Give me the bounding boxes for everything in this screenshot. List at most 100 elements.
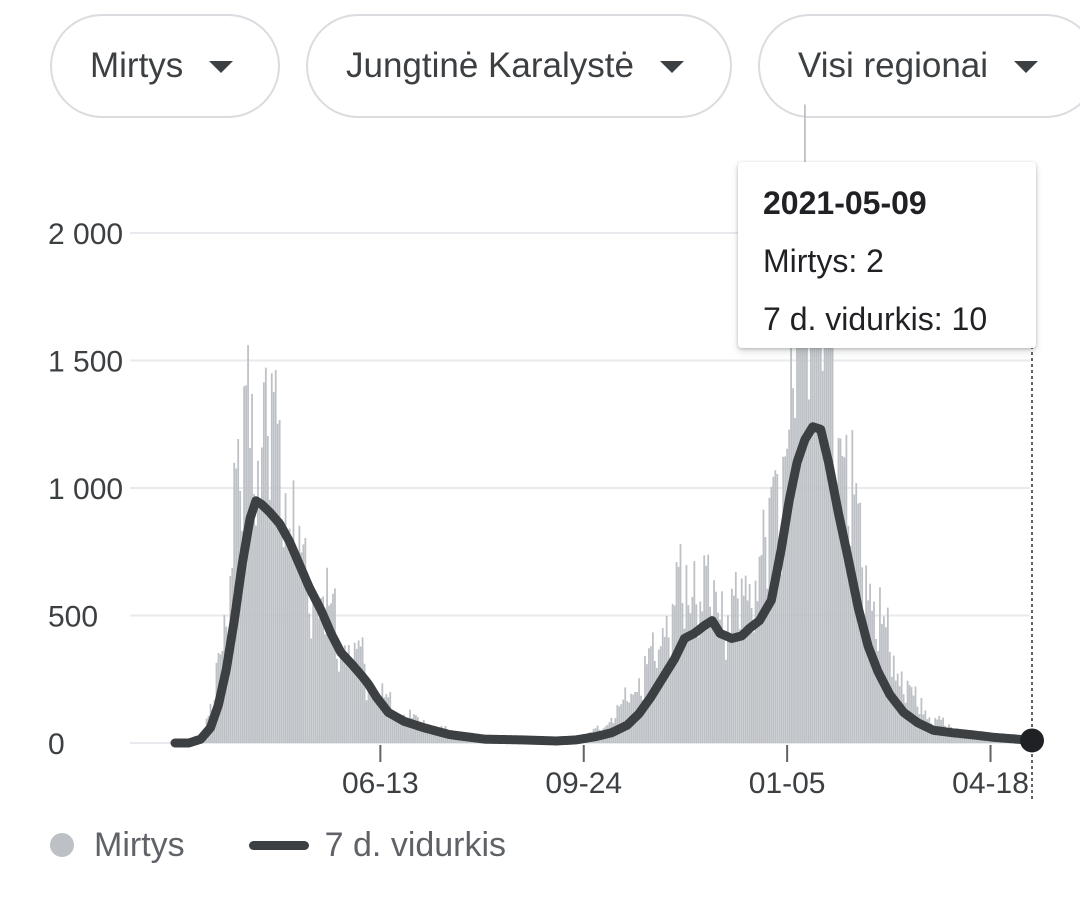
bar [786, 448, 789, 743]
bar [813, 263, 816, 743]
bar [407, 726, 409, 743]
bar [819, 277, 822, 743]
x-tick-label: 09-24 [545, 767, 622, 800]
bar [863, 619, 866, 743]
bar [904, 702, 907, 743]
bar [306, 576, 309, 743]
y-tick-label: 1 500 [48, 346, 123, 379]
tooltip-average: 7 d. vidurkis: 10 [763, 301, 988, 337]
bar [642, 699, 644, 743]
bar [239, 490, 242, 743]
bar [262, 382, 265, 743]
y-tick-label: 1 000 [48, 473, 123, 506]
bar [780, 574, 783, 743]
bar [727, 615, 729, 743]
bar [278, 419, 281, 743]
bar [383, 697, 386, 743]
bar [807, 399, 810, 743]
x-tick-label: 01-05 [749, 767, 826, 800]
bar [804, 104, 806, 743]
seven-day-average-line [170, 422, 1037, 748]
bar [764, 537, 767, 743]
bar [845, 434, 848, 743]
bar [339, 644, 342, 743]
bar [817, 232, 820, 743]
bar [292, 480, 295, 743]
bar [616, 704, 619, 743]
bar [338, 671, 340, 743]
bar [381, 683, 384, 743]
bar [683, 628, 686, 743]
bar [294, 554, 297, 743]
bar [825, 258, 828, 743]
bar [713, 580, 715, 743]
bar [653, 661, 656, 743]
bar [395, 715, 398, 743]
bar [809, 238, 812, 743]
bar [697, 637, 700, 743]
hover-marker-dot [1020, 728, 1044, 753]
bar [622, 699, 625, 743]
bar [865, 565, 868, 743]
bar [657, 649, 660, 743]
bar [843, 457, 846, 743]
bar [750, 607, 753, 743]
bar [748, 584, 751, 743]
bar [752, 632, 755, 743]
bar [365, 700, 368, 743]
bar [742, 595, 745, 743]
bar [284, 493, 287, 743]
bar [758, 556, 761, 743]
bar [312, 588, 315, 743]
region-dropdown[interactable]: Visi regionai [758, 14, 1080, 118]
bar [434, 732, 437, 743]
bar [782, 456, 785, 743]
bar [691, 597, 694, 743]
bar [272, 392, 275, 743]
bar [695, 604, 698, 743]
bar [430, 725, 433, 743]
bar [640, 695, 642, 743]
x-axis-labels: 06-13 09-24 01-05 04-18 [342, 745, 1029, 800]
bar [671, 603, 674, 743]
bar [788, 429, 791, 743]
chart-legend: Mirtys 7 d. vidurkis [50, 820, 506, 870]
bar [261, 447, 263, 743]
bar [257, 460, 259, 743]
bar [363, 663, 366, 743]
bar [663, 636, 666, 743]
bar [815, 322, 818, 743]
bar [353, 642, 356, 743]
bar [391, 711, 394, 743]
bar [397, 719, 400, 743]
bar [367, 683, 370, 743]
metric-dropdown[interactable]: Mirtys [50, 14, 280, 118]
bar [359, 646, 362, 743]
bar [821, 370, 824, 743]
bar [740, 578, 743, 743]
bar [318, 618, 321, 743]
bar [875, 639, 877, 743]
bar [754, 580, 757, 743]
country-dropdown[interactable]: Jungtinė Karalystė [306, 14, 732, 118]
bar [725, 659, 727, 743]
bar [369, 687, 372, 743]
bar [403, 714, 405, 743]
bar [833, 480, 836, 743]
legend-line-label: 7 d. vidurkis [324, 825, 507, 864]
bar [420, 725, 423, 743]
bar [255, 525, 257, 743]
bar [357, 640, 360, 743]
bar [371, 689, 374, 743]
bar [841, 455, 844, 743]
bar [669, 660, 672, 743]
bar [811, 330, 814, 743]
bar [227, 646, 230, 743]
chevron-down-icon [1014, 61, 1039, 73]
bar [361, 637, 364, 743]
bar [728, 635, 731, 743]
bar [790, 297, 792, 743]
bar [802, 192, 804, 744]
bar [744, 575, 747, 743]
